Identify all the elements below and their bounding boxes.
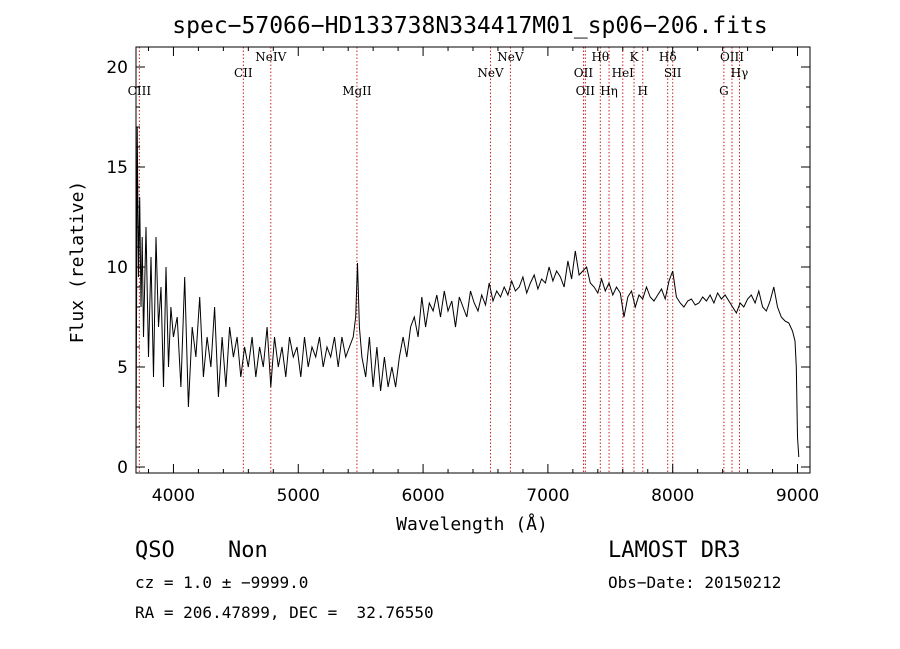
emission-line-label: OII [574, 66, 594, 80]
classification-label: QSO [135, 538, 175, 563]
emission-line-label: G [719, 84, 729, 98]
x-tick-label: 5000 [277, 486, 320, 506]
y-axis-label: Flux (relative) [67, 181, 88, 344]
emission-line-label: K [630, 50, 640, 64]
y-tick-label: 20 [106, 58, 128, 78]
emission-line-label: Hγ [731, 66, 749, 80]
survey-label: LAMOST DR3 [608, 538, 741, 563]
obs-date-readout: Obs−Date: 20150212 [608, 573, 782, 592]
redshift-readout: cz = 1.0 ± −9999.0 [135, 573, 309, 592]
x-axis-ticks: 4000 5000 6000 7000 8000 9000 [147, 47, 819, 506]
y-tick-label: 10 [106, 258, 128, 278]
spectrum-series-line [135, 126, 800, 464]
emission-line-label: NeV [497, 50, 524, 64]
x-tick-label: 4000 [152, 486, 195, 506]
emission-line-label: NeIV [255, 50, 286, 64]
y-tick-label: 0 [117, 458, 128, 478]
subclass-label: Non [228, 538, 268, 563]
plot-frame [135, 46, 811, 474]
x-tick-label: 9000 [776, 486, 819, 506]
x-tick-label: 6000 [401, 486, 444, 506]
chart-title: spec−57066−HD133738N334417M01_sp06−206.f… [172, 13, 767, 39]
emission-line-label: Hθ [591, 50, 609, 64]
emission-line-label: Hδ [659, 50, 677, 64]
emission-line-label: MgII [342, 84, 372, 98]
y-tick-label: 5 [117, 358, 128, 378]
x-tick-label: 8000 [651, 486, 694, 506]
emission-line-markers [138, 47, 740, 473]
y-tick-label: 15 [106, 158, 128, 178]
emission-line-label: CII [234, 66, 253, 80]
x-axis-label: Wavelength (Å) [396, 513, 548, 535]
emission-line-label: H [638, 84, 648, 98]
spectrum-chart: spec−57066−HD133738N334417M01_sp06−206.f… [67, 13, 819, 535]
emission-line-label: HeI [612, 66, 635, 80]
emission-line-label: SII [664, 66, 682, 80]
emission-line-label: Hη [600, 84, 618, 98]
coordinates-readout: RA = 206.47899, DEC = 32.76550 [135, 603, 434, 622]
y-axis-ticks: 0 5 10 15 20 [106, 46, 810, 478]
emission-line-label: NeV [477, 66, 504, 80]
emission-line-label: OII [576, 84, 596, 98]
emission-line-label: CIII [128, 84, 152, 98]
x-tick-label: 7000 [526, 486, 569, 506]
emission-line-label: OIII [720, 50, 744, 64]
